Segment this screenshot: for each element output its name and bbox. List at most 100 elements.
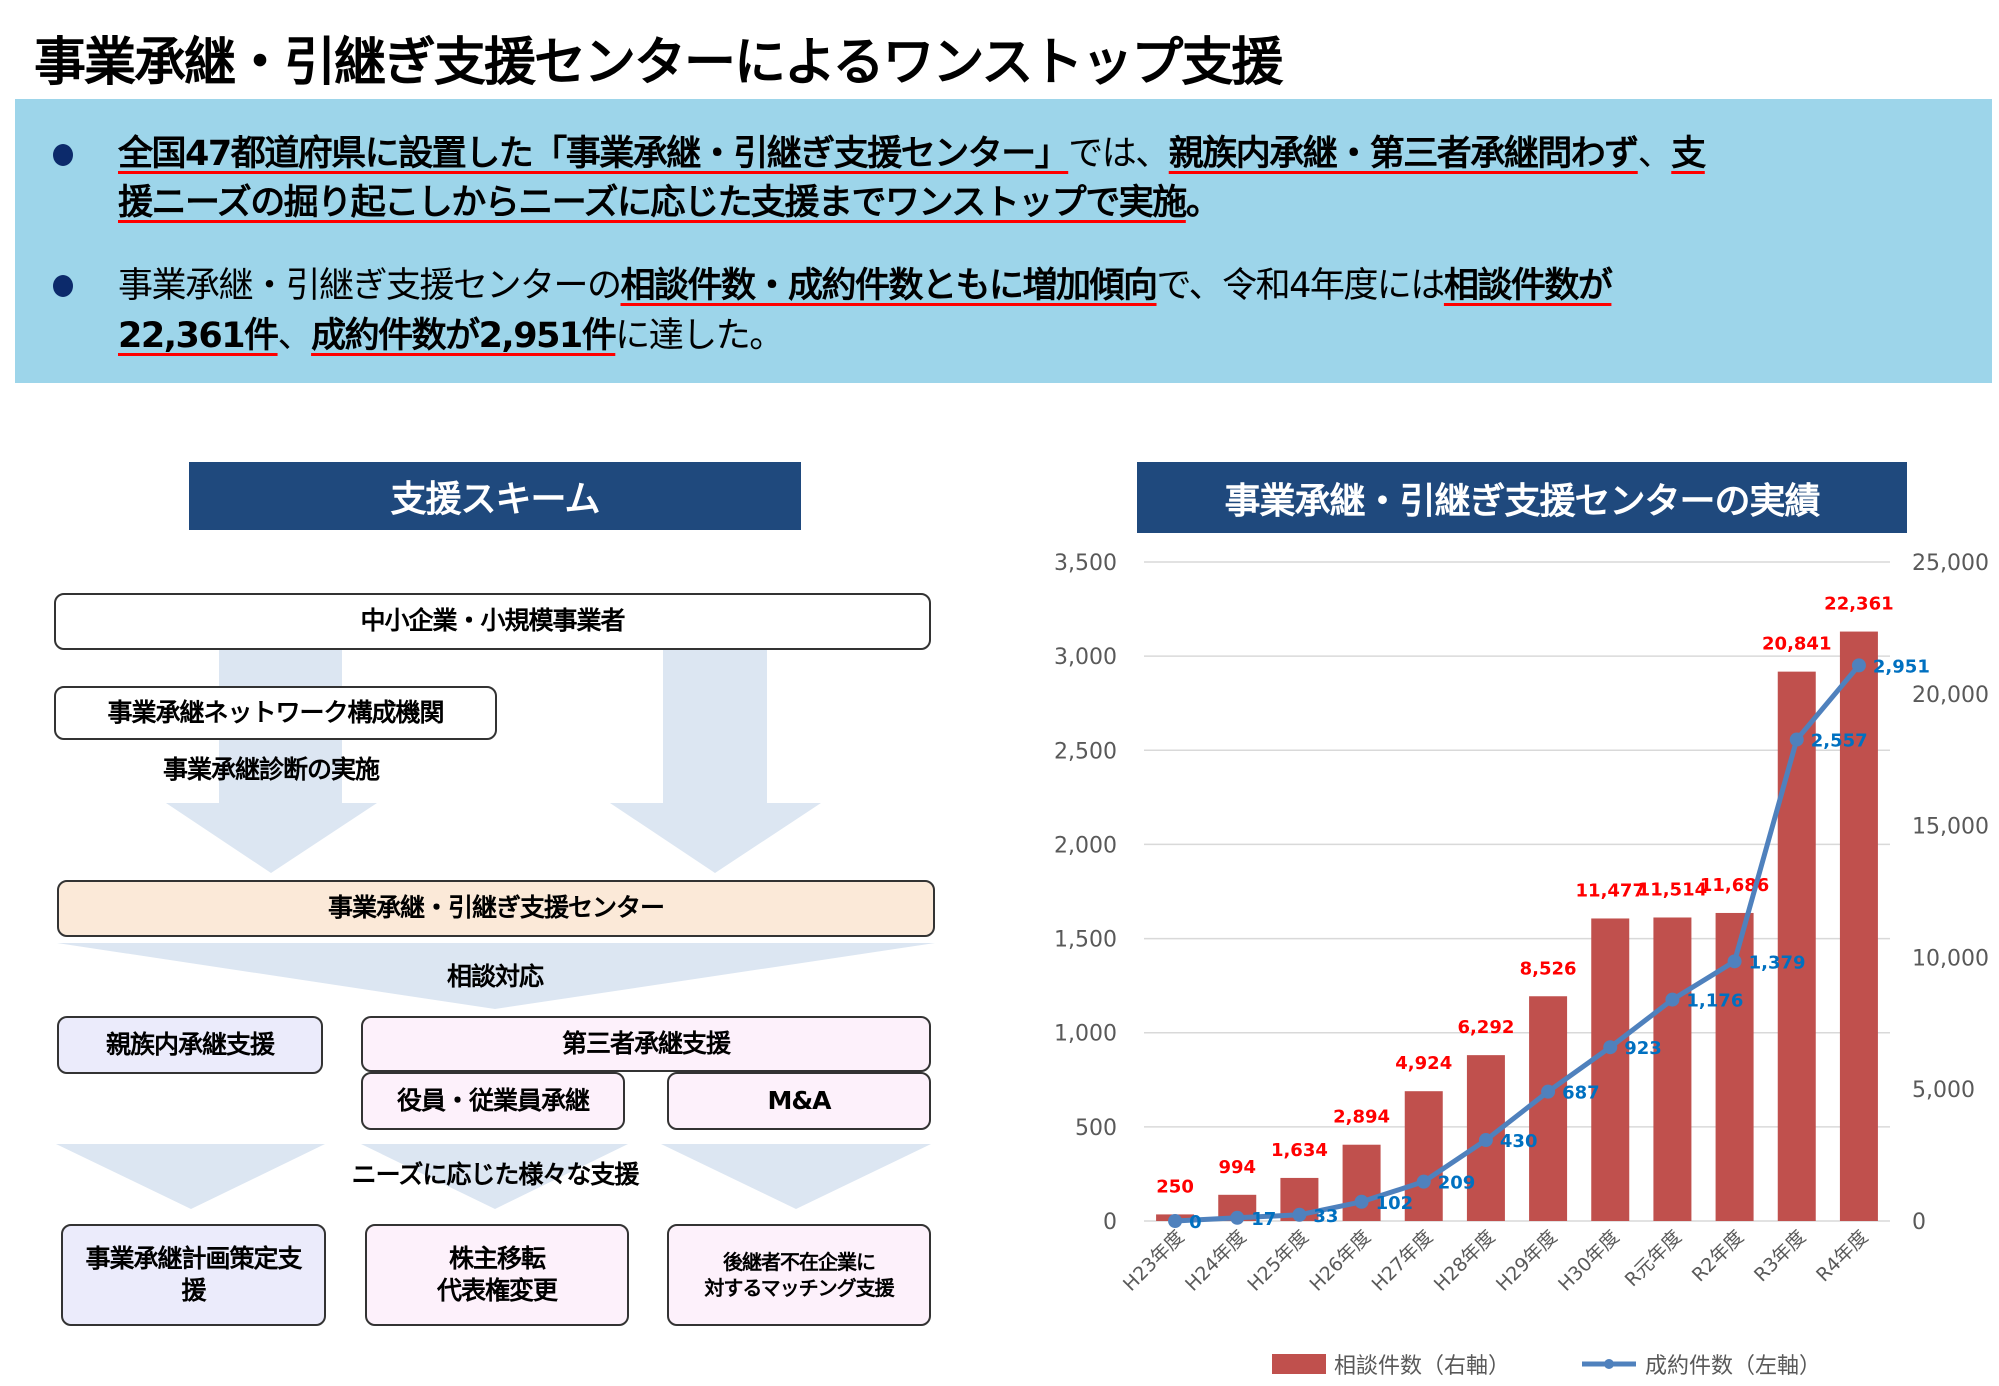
bar-label: 1,634	[1271, 1140, 1328, 1161]
line-point	[1789, 732, 1804, 747]
page-title: 事業承継・引継ぎ支援センターによるワンストップ支援	[34, 33, 1283, 93]
legend-line-marker	[1604, 1359, 1614, 1369]
bar-consultations	[1529, 996, 1568, 1221]
arrow-needs-left	[56, 1144, 325, 1209]
center-box: 事業承継・引継ぎ支援センター	[57, 880, 935, 937]
x-axis-tick: R元年度	[1621, 1226, 1686, 1291]
shares-line-2: 代表権変更	[436, 1276, 558, 1305]
right-axis-tick: 10,000	[1912, 946, 1989, 971]
scheme-header: 支援スキーム	[189, 462, 801, 530]
x-axis-tick: H26年度	[1305, 1226, 1375, 1296]
bar-label: 6,292	[1457, 1017, 1514, 1038]
matching-line-1: 後継者不在企業に	[723, 1250, 876, 1274]
bar-consultations	[1777, 671, 1816, 1221]
x-axis-tick: H23年度	[1119, 1226, 1189, 1296]
arrow-down-right	[610, 650, 821, 873]
x-axis-tick: R4年度	[1812, 1226, 1872, 1286]
bar-label: 11,477	[1576, 880, 1645, 901]
emphasis-text: 全国47都道府県に設置した「事業承継・引継ぎ支援センター」	[118, 134, 1070, 174]
line-point	[1354, 1194, 1369, 1209]
emphasis-text: 成約件数が2,951件	[311, 316, 617, 356]
x-axis-tick: H24年度	[1181, 1226, 1251, 1296]
bullet-icon	[53, 144, 73, 166]
line-label: 1,176	[1686, 991, 1743, 1012]
bar-consultations	[1404, 1091, 1443, 1221]
emphasis-text: 相談件数・成約件数ともに増加傾向	[620, 266, 1159, 306]
legend-consultations: 相談件数（右軸）	[1334, 1354, 1510, 1379]
line-contracts	[1174, 663, 1861, 1224]
line-point	[1168, 1214, 1183, 1228]
arrow-needs-mid	[361, 1144, 628, 1209]
bar-label: 4,924	[1395, 1053, 1452, 1074]
emphasis-text: 22,361件	[118, 316, 279, 356]
bar-label: 22,361	[1824, 594, 1893, 615]
bullet-2-line-2: 22,361件、成約件数が2,951件に達した。	[118, 314, 784, 358]
arrow-needs-right	[661, 1144, 931, 1209]
legend-contracts: 成約件数（左軸）	[1645, 1354, 1821, 1379]
legend-bar-swatch	[1272, 1354, 1326, 1374]
line-label: 2,951	[1873, 656, 1930, 677]
x-axis-tick: H28年度	[1430, 1226, 1500, 1296]
line-point	[1727, 954, 1742, 969]
consult-label: 相談対応	[446, 962, 544, 991]
bar-label: 2,894	[1333, 1107, 1390, 1128]
right-axis-tick: 20,000	[1912, 683, 1989, 708]
line-point	[1292, 1207, 1307, 1222]
line-point	[1851, 658, 1866, 673]
line-point	[1416, 1174, 1431, 1189]
emphasis-text: 相談件数が	[1443, 266, 1613, 306]
bar-label: 20,841	[1762, 634, 1831, 655]
left-axis-tick: 0	[1103, 1210, 1117, 1235]
line-point	[1230, 1210, 1245, 1225]
left-axis-tick: 2,500	[1054, 739, 1117, 764]
line-label: 2,557	[1811, 731, 1868, 752]
plan-support-box: 事業承継計画策定支援	[61, 1224, 326, 1326]
shares-box: 株主移転 代表権変更	[365, 1224, 629, 1326]
body-text: 事業承継・引継ぎ支援センターの	[118, 266, 622, 306]
line-label: 33	[1313, 1206, 1338, 1227]
bar-label: 11,514	[1638, 879, 1707, 900]
bullet-2-line-1: 事業承継・引継ぎ支援センターの相談件数・成約件数ともに増加傾向で、令和4年度には…	[118, 264, 1613, 308]
left-axis-tick: 1,500	[1054, 928, 1117, 953]
right-axis-tick: 25,000	[1912, 551, 1989, 576]
arrow-consult	[57, 943, 935, 1009]
bar-consultations	[1591, 918, 1630, 1221]
left-axis-tick: 500	[1075, 1116, 1117, 1141]
emphasis-text: 支	[1671, 134, 1706, 174]
line-point	[1603, 1040, 1618, 1055]
x-axis-tick: R3年度	[1750, 1226, 1810, 1286]
left-axis-tick: 3,000	[1054, 645, 1117, 670]
left-axis-tick: 2,000	[1054, 833, 1117, 858]
line-point	[1478, 1133, 1493, 1148]
third-party-succession-box: 第三者承継支援	[361, 1016, 931, 1072]
bullet-icon	[53, 275, 73, 297]
emphasis-text: 親族内承継・第三者承継問わず	[1168, 134, 1640, 174]
line-label: 430	[1500, 1131, 1538, 1152]
ma-box: M&A	[667, 1072, 931, 1130]
x-axis-tick: H25年度	[1243, 1226, 1313, 1296]
body-text: 、	[1637, 134, 1673, 174]
bar-consultations	[1653, 917, 1692, 1221]
line-point	[1541, 1084, 1556, 1099]
right-axis-tick: 5,000	[1912, 1078, 1975, 1103]
diagnosis-label: 事業承継診断の実施	[162, 755, 380, 784]
right-axis-tick: 0	[1912, 1210, 1926, 1235]
matching-box: 後継者不在企業に 対するマッチング支援	[667, 1224, 931, 1326]
line-label: 102	[1376, 1193, 1414, 1214]
bar-label: 994	[1218, 1157, 1256, 1178]
bullet-1-line-2: 援ニーズの掘り起こしからニーズに応じた支援までワンストップで実施。	[118, 181, 1221, 225]
line-label: 1,379	[1749, 952, 1806, 973]
body-text: で、令和4年度には	[1156, 266, 1446, 306]
matching-line-2: 対するマッチング支援	[704, 1276, 894, 1300]
left-axis-tick: 3,500	[1054, 551, 1117, 576]
line-label: 687	[1562, 1083, 1600, 1104]
body-text: では、	[1068, 134, 1170, 174]
bar-label: 8,526	[1520, 958, 1577, 979]
bullet-1-line-1: 全国47都道府県に設置した「事業承継・引継ぎ支援センター」では、親族内承継・第三…	[118, 132, 1706, 176]
line-label: 0	[1189, 1212, 1202, 1233]
shares-line-1: 株主移転	[448, 1243, 546, 1273]
x-axis-tick: H30年度	[1554, 1226, 1624, 1296]
right-axis-tick: 15,000	[1912, 815, 1989, 840]
smes-box: 中小企業・小規模事業者	[54, 593, 931, 650]
